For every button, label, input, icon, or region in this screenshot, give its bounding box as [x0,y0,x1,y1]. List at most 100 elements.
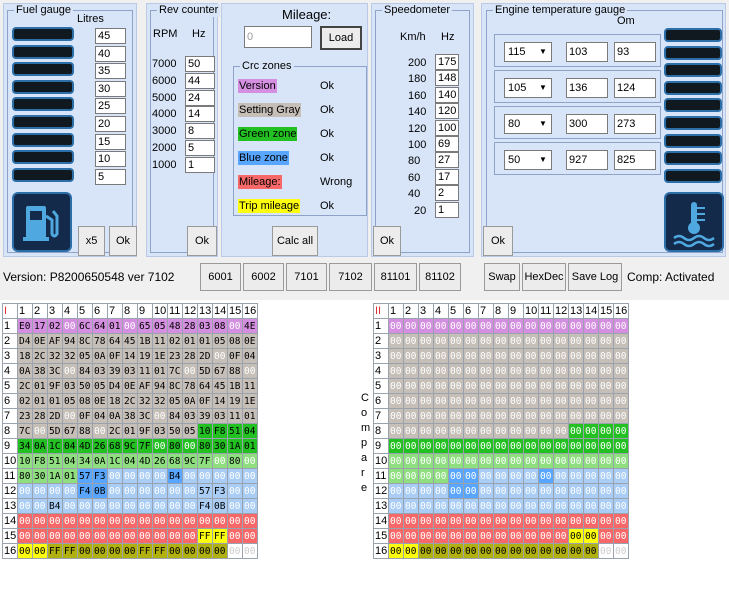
grid-cell[interactable]: 00 [493,318,509,334]
grid-cell[interactable]: 28 [182,348,198,364]
grid-cell[interactable]: 00 [553,318,569,334]
grid-cell[interactable]: 00 [62,513,78,529]
grid-cell[interactable]: 00 [403,438,419,454]
grid-cell[interactable]: 00 [493,363,509,379]
grid-cell[interactable]: 57 [197,483,213,499]
grid-cell[interactable]: 0A [182,393,198,409]
grid-cell[interactable]: 1E [152,348,168,364]
grid-cell[interactable]: 05 [152,318,168,334]
grid-cell[interactable]: 0A [17,363,33,379]
grid-cell[interactable]: 08 [212,318,228,334]
grid-cell[interactable]: 50 [167,423,183,439]
grid-cell[interactable]: 00 [137,498,153,514]
grid-cell[interactable]: 00 [538,438,554,454]
grid-cell[interactable]: 00 [242,468,258,484]
grid-cell[interactable]: 00 [182,528,198,544]
grid-cell[interactable]: 00 [598,513,614,529]
grid-cell[interactable]: 00 [388,393,404,409]
grid-cell[interactable]: 32 [62,348,78,364]
grid-cell[interactable]: 00 [388,423,404,439]
grid-cell[interactable]: 00 [493,528,509,544]
grid-cell[interactable]: F3 [212,483,228,499]
grid-cell[interactable]: 05 [167,393,183,409]
grid-cell[interactable]: 00 [553,483,569,499]
grid-cell[interactable]: 00 [448,318,464,334]
grid-cell[interactable]: 00 [403,348,419,364]
grid-cell[interactable]: 00 [478,453,494,469]
grid-cell[interactable]: 00 [212,543,228,559]
grid-cell[interactable]: 00 [62,498,78,514]
grid-cell[interactable]: 0B [92,483,108,499]
grid-cell[interactable]: 4E [242,318,258,334]
grid-cell[interactable]: 7F [137,438,153,454]
grid-cell[interactable]: 00 [92,423,108,439]
grid-cell[interactable]: 00 [448,423,464,439]
chevron-down-icon[interactable]: ▼ [539,83,547,92]
grid-cell[interactable]: 00 [553,378,569,394]
grid-cell[interactable]: 2C [107,423,123,439]
fuel-value-field[interactable]: 15 [95,133,126,150]
grid-cell[interactable]: 00 [448,393,464,409]
grid-cell[interactable]: 9C [122,438,138,454]
grid-cell[interactable]: 00 [242,528,258,544]
grid-cell[interactable]: 00 [538,378,554,394]
grid-cell[interactable]: 00 [418,513,434,529]
speed-hz-field[interactable]: 27 [435,152,459,169]
grid-cell[interactable]: E0 [17,318,33,334]
speed-hz-field[interactable]: 140 [435,86,459,103]
grid-cell[interactable]: 30 [212,438,228,454]
grid-cell[interactable]: 00 [553,393,569,409]
grid-cell[interactable]: 11 [227,408,243,424]
grid-cell[interactable]: 00 [242,363,258,379]
grid-cell[interactable]: 00 [92,543,108,559]
grid-cell[interactable]: 00 [553,543,569,559]
grid-cell[interactable]: 64 [197,378,213,394]
grid-cell[interactable]: 00 [182,363,198,379]
temp-select[interactable]: 105 ▼ [504,78,552,98]
grid-cell[interactable]: 64 [107,333,123,349]
grid-cell[interactable]: 00 [598,543,614,559]
grid-cell[interactable]: 00 [403,363,419,379]
temp-value-a[interactable]: 927 [566,150,608,170]
grid-cell[interactable]: 00 [508,543,524,559]
grid-cell[interactable]: 00 [478,408,494,424]
grid-cell[interactable]: 00 [212,348,228,364]
chevron-down-icon[interactable]: ▼ [539,155,547,164]
grid-cell[interactable]: 8C [167,378,183,394]
block-6002-button[interactable]: 6002 [243,263,284,291]
grid-cell[interactable]: 57 [77,468,93,484]
grid-cell[interactable]: 00 [493,348,509,364]
grid-cell[interactable]: 80 [17,468,33,484]
grid-cell[interactable]: 5D [47,423,63,439]
grid-cell[interactable]: 00 [568,453,584,469]
grid-cell[interactable]: 00 [418,483,434,499]
grid-cell[interactable]: 00 [538,393,554,409]
grid-cell[interactable]: 00 [227,513,243,529]
grid-cell[interactable]: 00 [403,483,419,499]
grid-cell[interactable]: 00 [107,498,123,514]
grid-cell[interactable]: 1A [47,468,63,484]
grid-cell[interactable]: 00 [242,543,258,559]
grid-cell[interactable]: 32 [47,348,63,364]
mileage-input[interactable]: 0 [244,26,312,48]
grid-cell[interactable]: 2C [17,378,33,394]
grid-cell[interactable]: 3C [47,363,63,379]
grid-cell[interactable]: 05 [182,423,198,439]
grid-cell[interactable]: 00 [568,513,584,529]
temp-value-b[interactable]: 124 [614,78,656,98]
grid-cell[interactable]: 00 [493,498,509,514]
grid-cell[interactable]: 00 [523,453,539,469]
grid-cell[interactable]: 00 [182,543,198,559]
grid-cell[interactable]: 00 [463,483,479,499]
grid-cell[interactable]: 00 [508,438,524,454]
rev-hz-field[interactable]: 24 [185,89,215,106]
grid-cell[interactable]: 00 [583,483,599,499]
grid-cell[interactable]: 00 [598,393,614,409]
grid-cell[interactable]: 00 [598,348,614,364]
grid-cell[interactable]: 00 [523,408,539,424]
temp-value-a[interactable]: 103 [566,42,608,62]
grid-cell[interactable]: 00 [463,378,479,394]
grid-cell[interactable]: 00 [583,363,599,379]
grid-cell[interactable]: 00 [523,513,539,529]
speed-hz-field[interactable]: 148 [435,70,459,87]
